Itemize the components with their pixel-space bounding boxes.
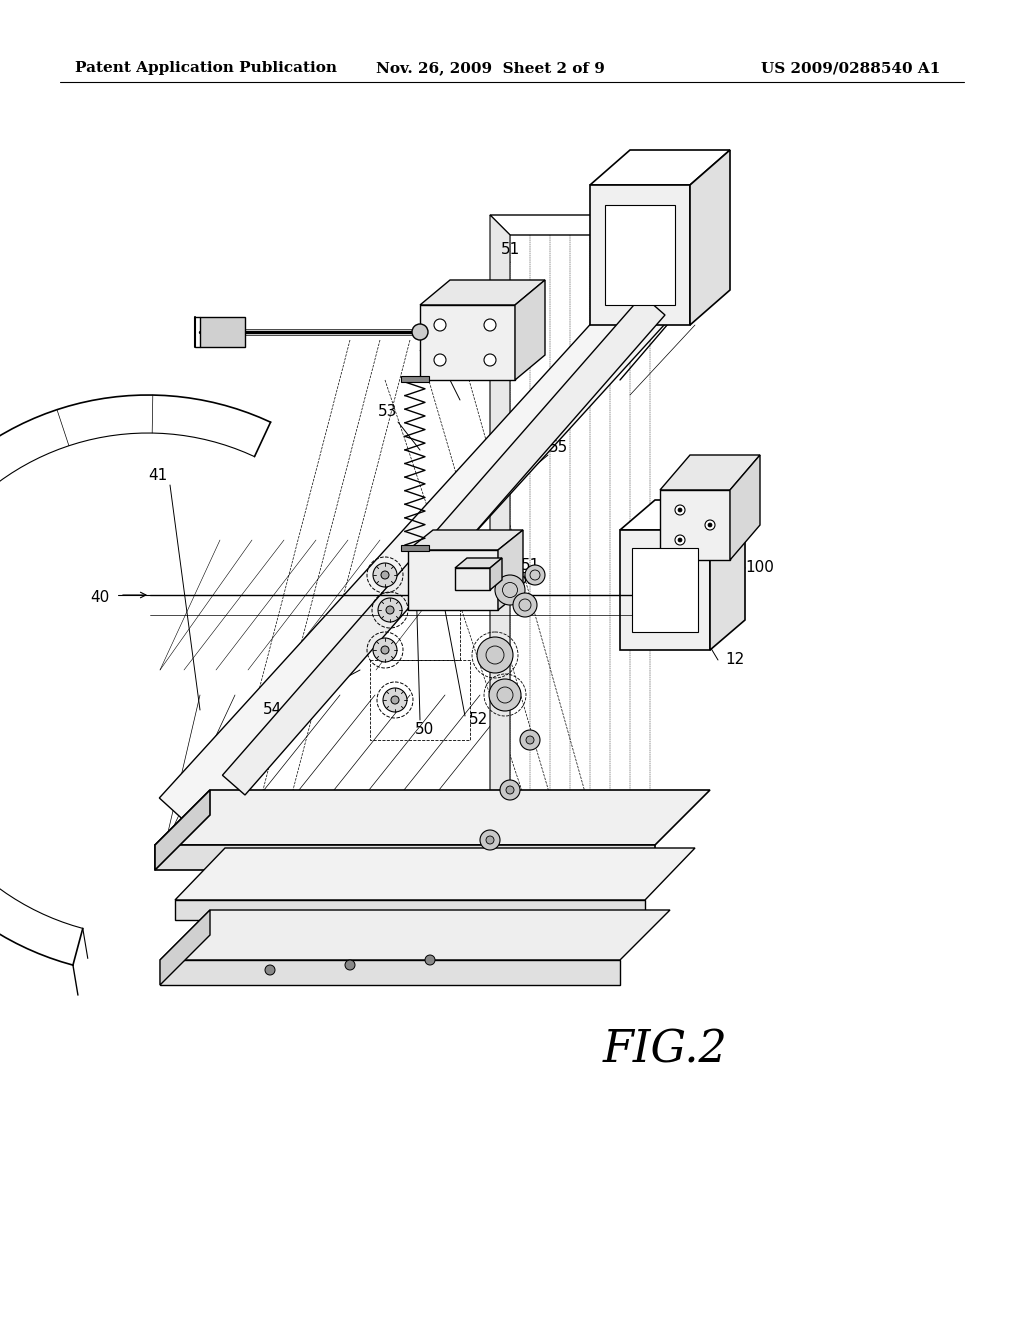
Polygon shape [455,568,490,590]
Circle shape [381,572,389,579]
Circle shape [513,593,537,616]
Text: 53: 53 [518,573,538,587]
Circle shape [484,354,496,366]
Polygon shape [490,215,680,235]
Polygon shape [408,550,498,610]
Text: 41: 41 [148,467,168,483]
Polygon shape [175,847,695,900]
Circle shape [373,638,397,663]
Circle shape [265,965,275,975]
Circle shape [434,354,446,366]
Text: 55: 55 [428,352,447,367]
Text: FIG.2: FIG.2 [602,1028,727,1072]
Circle shape [477,638,513,673]
Circle shape [484,319,496,331]
Circle shape [705,520,715,531]
Polygon shape [401,545,429,550]
Polygon shape [632,548,698,632]
Polygon shape [730,455,760,560]
Bar [380,601,460,660]
Circle shape [675,506,685,515]
Polygon shape [620,500,745,531]
Polygon shape [155,789,210,870]
Circle shape [495,576,525,605]
Polygon shape [498,531,523,610]
Circle shape [520,730,540,750]
Circle shape [378,598,402,622]
Polygon shape [660,455,760,490]
Text: 51: 51 [520,558,540,573]
Circle shape [678,508,682,512]
Bar [370,660,470,741]
Circle shape [506,785,514,795]
Circle shape [383,688,407,711]
Polygon shape [401,376,429,381]
Circle shape [345,960,355,970]
Circle shape [526,737,534,744]
Polygon shape [160,243,705,836]
Circle shape [425,954,435,965]
Text: 50: 50 [416,722,434,738]
Text: 53: 53 [378,404,397,420]
Polygon shape [160,909,670,960]
Text: 100: 100 [745,561,774,576]
Text: Nov. 26, 2009  Sheet 2 of 9: Nov. 26, 2009 Sheet 2 of 9 [376,61,604,75]
Text: US 2009/0288540 A1: US 2009/0288540 A1 [761,61,940,75]
Polygon shape [690,150,730,325]
Polygon shape [160,909,210,985]
Circle shape [381,645,389,653]
Text: 52: 52 [490,585,510,599]
Circle shape [386,606,394,614]
Polygon shape [222,296,665,795]
Circle shape [708,523,712,527]
Polygon shape [455,558,502,568]
Polygon shape [408,531,523,550]
Polygon shape [590,150,730,185]
Circle shape [486,836,494,843]
Polygon shape [710,500,745,649]
Text: 54: 54 [262,702,282,718]
Polygon shape [490,558,502,590]
Text: 51: 51 [501,243,519,257]
Polygon shape [590,185,690,325]
Circle shape [480,830,500,850]
Polygon shape [175,900,645,920]
Text: 55: 55 [549,441,567,455]
Polygon shape [605,205,675,305]
Polygon shape [620,531,710,649]
Circle shape [373,564,397,587]
Circle shape [525,565,545,585]
Polygon shape [155,789,710,845]
Circle shape [678,539,682,543]
Circle shape [434,319,446,331]
Text: 12: 12 [725,652,744,668]
Text: 52: 52 [468,713,487,727]
Polygon shape [420,280,545,305]
Text: 40: 40 [90,590,110,606]
Circle shape [489,678,521,711]
Polygon shape [420,305,515,380]
Polygon shape [155,845,655,870]
Circle shape [391,696,399,704]
Polygon shape [660,490,730,560]
Text: 540: 540 [403,570,432,586]
Polygon shape [200,317,245,347]
Polygon shape [160,960,620,985]
Text: Patent Application Publication: Patent Application Publication [75,61,337,75]
Polygon shape [490,215,510,870]
Circle shape [412,323,428,341]
Circle shape [675,535,685,545]
Circle shape [500,780,520,800]
Polygon shape [515,280,545,380]
